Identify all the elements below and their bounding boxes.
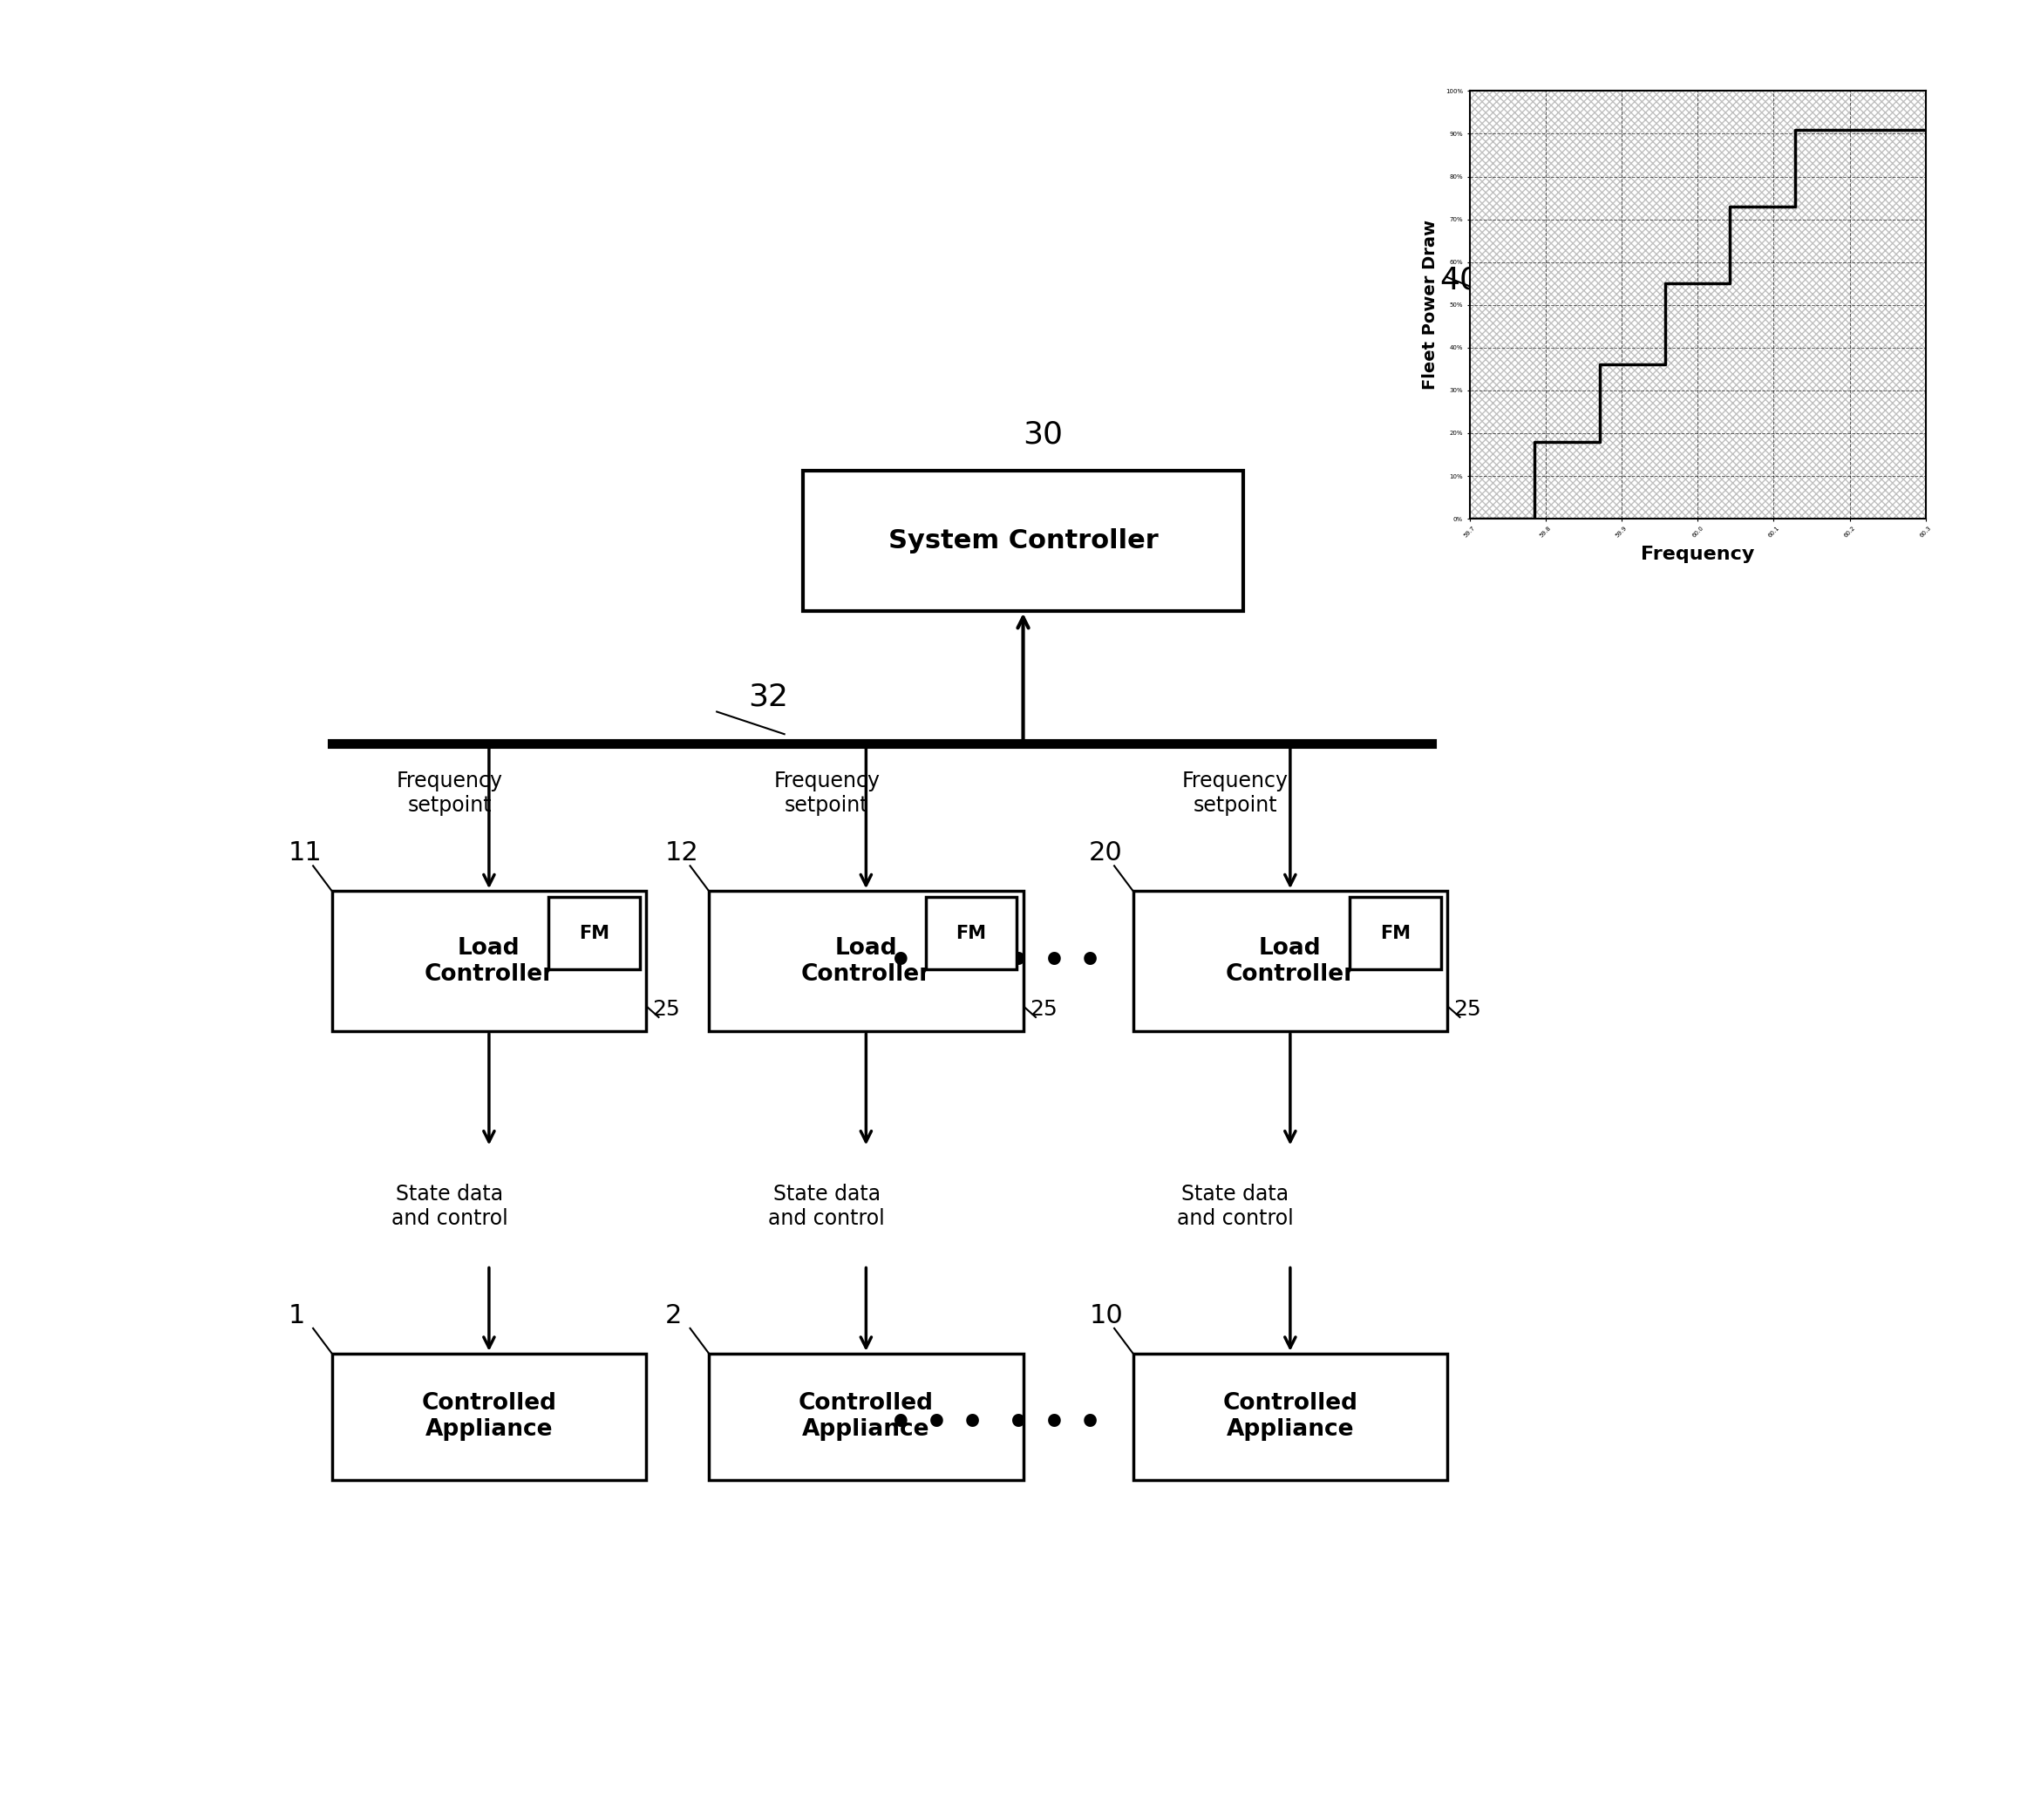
Text: Controlled
Appliance: Controlled Appliance [422, 1392, 557, 1441]
Text: Load
Controller: Load Controller [1224, 937, 1356, 986]
FancyBboxPatch shape [549, 897, 641, 970]
Text: Load
Controller: Load Controller [801, 937, 930, 986]
Text: 30: 30 [1024, 420, 1064, 450]
Text: Controlled
Appliance: Controlled Appliance [799, 1392, 934, 1441]
Text: 11: 11 [288, 841, 322, 866]
X-axis label: Frequency: Frequency [1640, 546, 1755, 564]
FancyBboxPatch shape [709, 1354, 1024, 1480]
Text: 20: 20 [1088, 841, 1123, 866]
Text: 2: 2 [665, 1303, 681, 1329]
FancyBboxPatch shape [332, 892, 647, 1032]
Text: Frequency
setpoint: Frequency setpoint [397, 770, 503, 815]
Text: 25: 25 [653, 999, 681, 1019]
Text: • • •: • • • [1007, 943, 1103, 979]
FancyBboxPatch shape [1133, 1354, 1447, 1480]
Text: • • •: • • • [890, 943, 985, 979]
Text: Controlled
Appliance: Controlled Appliance [1222, 1392, 1358, 1441]
Text: • • •: • • • [1007, 1405, 1103, 1441]
FancyBboxPatch shape [1350, 897, 1441, 970]
Y-axis label: Fleet Power Draw: Fleet Power Draw [1421, 220, 1437, 389]
Text: 1: 1 [288, 1303, 304, 1329]
FancyBboxPatch shape [332, 1354, 647, 1480]
Text: 12: 12 [665, 841, 699, 866]
Text: Frequency
setpoint: Frequency setpoint [774, 770, 880, 815]
Text: 32: 32 [748, 682, 789, 712]
Text: Load
Controller: Load Controller [424, 937, 553, 986]
FancyBboxPatch shape [803, 471, 1243, 612]
Text: State data
and control: State data and control [1178, 1183, 1293, 1229]
Text: Frequency
setpoint: Frequency setpoint [1182, 770, 1289, 815]
Text: 25: 25 [1453, 999, 1482, 1019]
Text: FM: FM [580, 925, 610, 941]
Text: State data
and control: State data and control [768, 1183, 886, 1229]
Text: FM: FM [957, 925, 987, 941]
FancyBboxPatch shape [1133, 892, 1447, 1032]
Text: 10: 10 [1088, 1303, 1123, 1329]
Text: 25: 25 [1030, 999, 1058, 1019]
FancyBboxPatch shape [709, 892, 1024, 1032]
Text: • • •: • • • [890, 1405, 985, 1441]
FancyBboxPatch shape [926, 897, 1018, 970]
Text: FM: FM [1380, 925, 1411, 941]
Text: System Controller: System Controller [888, 528, 1157, 553]
Text: 40: 40 [1439, 266, 1480, 295]
Text: State data
and control: State data and control [391, 1183, 509, 1229]
